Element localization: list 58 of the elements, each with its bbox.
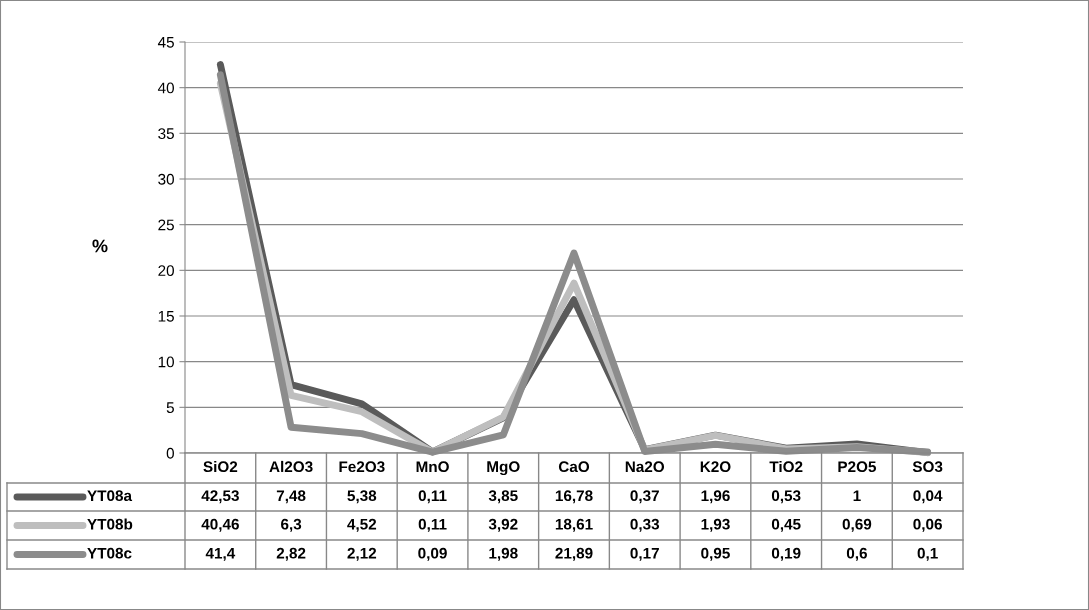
data-label: 0,95 xyxy=(701,547,730,561)
data-label: 0,11 xyxy=(418,518,447,532)
data-label: 21,89 xyxy=(555,547,593,561)
data-label: 18,61 xyxy=(555,518,593,532)
data-label: 3,92 xyxy=(488,518,518,532)
data-label: 7,48 xyxy=(276,490,306,504)
x-tick-label: TiO2 xyxy=(769,460,803,473)
data-label: 6,3 xyxy=(281,518,302,532)
data-label: 1 xyxy=(853,490,861,501)
y-axis-title: % xyxy=(92,239,108,253)
data-label: 0,17 xyxy=(630,547,659,561)
data-label: 4,52 xyxy=(347,518,377,532)
x-tick-label: MnO xyxy=(416,461,449,473)
data-label: 1,98 xyxy=(489,547,518,561)
data-label: 5,38 xyxy=(347,490,377,504)
data-label: 41,4 xyxy=(205,547,236,561)
data-label: 0,45 xyxy=(771,518,801,532)
x-tick-label: MgO xyxy=(487,461,520,476)
y-tick-label: 10 xyxy=(158,356,174,368)
x-tick-label: CaO xyxy=(558,461,590,473)
x-tick-label: P2O5 xyxy=(838,461,877,473)
data-label: 0,33 xyxy=(630,518,660,532)
data-label: 0,1 xyxy=(917,547,938,561)
data-label: 3,85 xyxy=(488,490,518,504)
y-tick-label: 40 xyxy=(157,82,174,94)
data-label: 0,04 xyxy=(913,490,943,504)
y-tick-label: 35 xyxy=(158,128,174,140)
data-label: 1,93 xyxy=(701,518,730,532)
x-tick-label: Na2O xyxy=(625,461,665,473)
x-tick-label: Fe2O3 xyxy=(339,461,385,473)
legend-label: YT08b xyxy=(87,518,133,530)
x-tick-label: SiO2 xyxy=(203,460,238,473)
data-label: 0,6 xyxy=(846,547,867,561)
x-tick-label: SO3 xyxy=(912,461,943,473)
data-label: 0,06 xyxy=(913,518,942,532)
data-label: 0,53 xyxy=(771,490,801,504)
y-tick-label: 30 xyxy=(158,173,174,185)
y-tick-label: 45 xyxy=(157,37,174,48)
data-label: 0,09 xyxy=(418,547,447,561)
x-tick-label: K2O xyxy=(700,461,731,473)
y-tick-label: 25 xyxy=(158,219,174,231)
y-tick-label: 15 xyxy=(158,311,174,322)
data-label: 16,78 xyxy=(555,490,593,504)
data-label: 1,96 xyxy=(701,490,730,504)
data-label: 2,82 xyxy=(276,547,306,561)
y-tick-label: 0 xyxy=(166,447,174,459)
data-label: 42,53 xyxy=(201,490,239,504)
data-label: 0,37 xyxy=(630,490,659,504)
y-tick-label: 5 xyxy=(166,402,174,414)
legend-label: YT08a xyxy=(87,490,133,502)
data-label: 2,12 xyxy=(347,547,377,561)
x-tick-label: Al2O3 xyxy=(269,460,313,473)
y-tick-label: 20 xyxy=(158,265,174,277)
legend-label: YT08c xyxy=(87,547,132,559)
data-label: 0,19 xyxy=(771,547,801,561)
data-label: 0,69 xyxy=(842,518,872,532)
data-label: 40,46 xyxy=(201,518,239,532)
data-label: 0,11 xyxy=(418,490,447,504)
